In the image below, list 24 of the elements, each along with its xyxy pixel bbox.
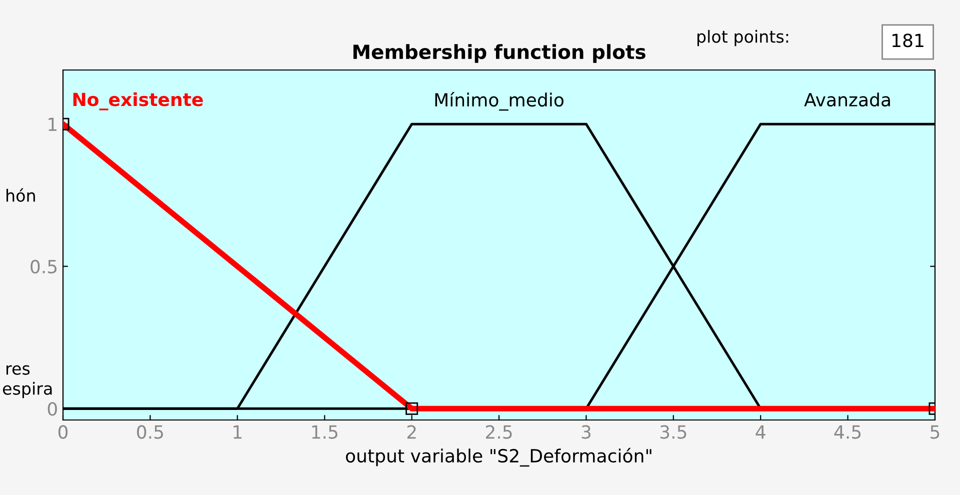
text: 181 <box>892 34 924 48</box>
x-tick-label: 0.5 <box>137 425 163 439</box>
x-tick-label: 2 <box>407 425 416 439</box>
series-label: Mínimo_medio <box>435 92 564 111</box>
x-tick-label: 4.5 <box>834 425 861 439</box>
x-tick-label: 2.5 <box>486 425 512 439</box>
x-tick-label: 1.5 <box>312 425 338 439</box>
series-label: Avanzada <box>804 92 890 107</box>
x-tick-label: 4 <box>756 425 766 439</box>
text: res <box>6 365 30 375</box>
y-tick-label: 0.5 <box>30 260 57 274</box>
x-tick-label: 5 <box>930 425 940 439</box>
text: hón <box>6 188 35 202</box>
x-axis-title: output variable "S2_Deformación" <box>346 448 652 467</box>
text: espira <box>2 382 52 398</box>
x-tick-label: 0 <box>58 425 68 439</box>
text: plot points: <box>697 30 788 46</box>
x-tick-label: 3 <box>582 425 590 439</box>
y-tick-label: 0 <box>48 402 57 416</box>
y-tick-label: 1 <box>48 118 56 131</box>
x-tick-label: 1 <box>234 425 242 439</box>
series-label: No_existente <box>73 92 203 110</box>
x-tick-label: 3.5 <box>660 425 686 439</box>
chart-title: Membership function plots <box>353 44 646 63</box>
